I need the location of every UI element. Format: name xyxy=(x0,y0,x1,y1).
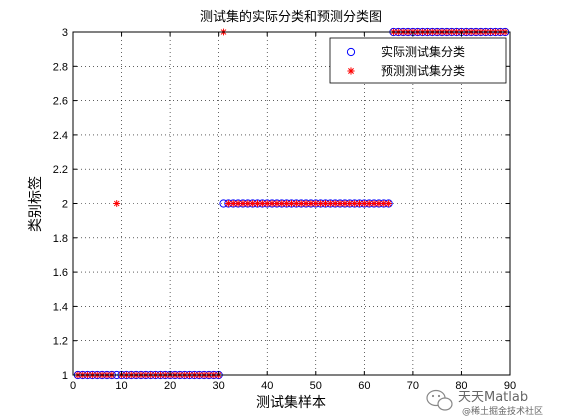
predicted-point xyxy=(385,200,393,207)
predicted-point xyxy=(263,200,271,207)
x-tick-label: 70 xyxy=(407,380,419,392)
x-tick-label: 40 xyxy=(261,380,273,392)
x-tick-label: 90 xyxy=(504,380,516,392)
predicted-point xyxy=(292,200,300,207)
x-tick-label: 20 xyxy=(164,380,176,392)
y-tick-label: 2.4 xyxy=(53,130,68,142)
y-tick-label: 1.4 xyxy=(53,301,68,313)
y-tick-label: 2 xyxy=(62,199,68,211)
predicted-point xyxy=(360,200,368,207)
legend-star-mark xyxy=(347,67,355,75)
y-axis-label: 类别标签 xyxy=(27,176,44,232)
y-tick-label: 1.6 xyxy=(53,267,68,279)
predicted-point xyxy=(341,200,349,207)
y-tick-label: 1.8 xyxy=(53,233,68,245)
x-tick-label: 0 xyxy=(70,380,76,392)
watermark-title: 天天Matlab xyxy=(458,390,528,405)
legend-entry-predicted: 预测测试集分类 xyxy=(381,63,465,78)
legend-circle-icon xyxy=(346,47,356,57)
x-axis-label: 测试集样本 xyxy=(256,394,326,411)
chart-title: 测试集的实际分类和预测分类图 xyxy=(200,9,382,25)
axis-ticks: 0 10 20 30 40 50 60 70 80 90 1 1.2 1.4 1.6 1.8 2 2.2 2.4 2… xyxy=(53,27,516,392)
predicted-point xyxy=(288,200,295,207)
x-tick-label: 10 xyxy=(115,380,127,392)
predicted-point xyxy=(229,200,237,207)
x-tick-label: 80 xyxy=(455,380,467,392)
y-tick-label: 1.2 xyxy=(53,336,68,348)
predicted-point xyxy=(113,200,121,207)
wechat-logo-icon xyxy=(426,389,453,411)
predicted-point xyxy=(370,200,378,207)
predicted-point xyxy=(234,200,242,207)
predicted-point xyxy=(346,200,354,207)
watermark: 天天Matlab @稀土掘金技术社区 xyxy=(426,389,543,417)
x-tick-label: 60 xyxy=(358,380,370,392)
predicted-point xyxy=(351,200,359,207)
legend-star-icon xyxy=(347,67,355,75)
y-tick-label: 3 xyxy=(62,27,68,39)
x-tick-label: 50 xyxy=(310,380,322,392)
y-tick-label: 2.6 xyxy=(53,96,68,108)
legend-entry-actual: 实际测试集分类 xyxy=(381,44,465,59)
y-tick-label: 1 xyxy=(62,370,68,382)
legend: 实际测试集分类 预测测试集分类 xyxy=(329,37,507,84)
y-tick-label: 2.2 xyxy=(53,164,68,176)
watermark-subtitle: @稀土掘金技术社区 xyxy=(462,405,543,417)
y-tick-label: 2.8 xyxy=(53,61,68,73)
x-tick-label: 30 xyxy=(213,380,225,392)
